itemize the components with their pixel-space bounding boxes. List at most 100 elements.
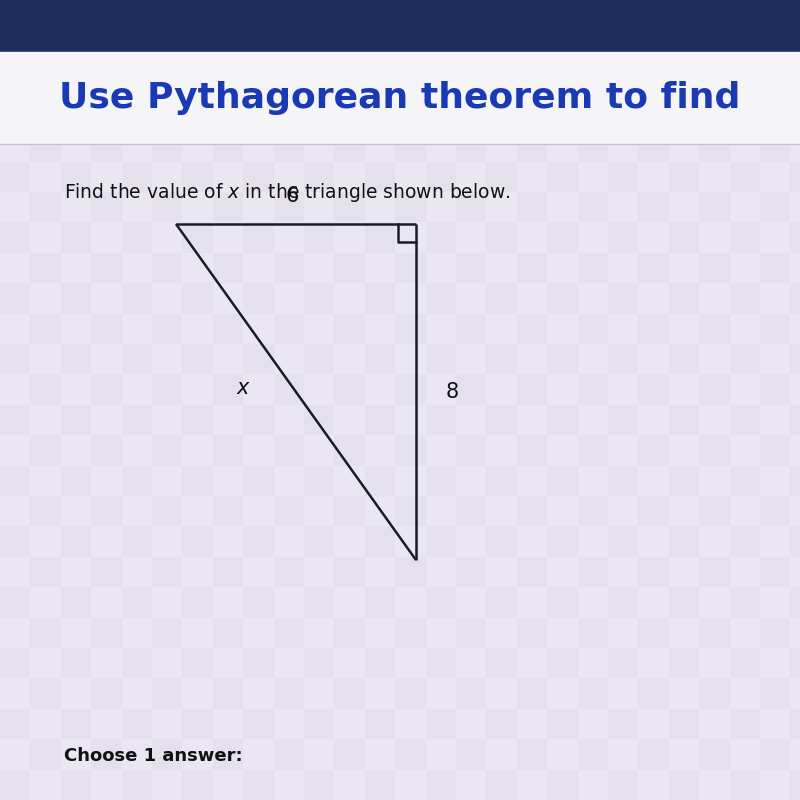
Bar <box>426 131 456 162</box>
Bar <box>426 253 456 283</box>
Bar <box>669 466 699 496</box>
Bar <box>608 466 638 496</box>
Bar <box>182 770 213 800</box>
Bar <box>243 222 274 253</box>
Bar <box>365 709 395 739</box>
Bar <box>547 466 578 496</box>
Bar <box>730 678 760 709</box>
Bar <box>304 131 334 162</box>
Bar <box>334 770 365 800</box>
Bar <box>122 709 152 739</box>
Bar <box>578 526 608 557</box>
Bar <box>730 253 760 283</box>
Bar <box>699 709 730 739</box>
Bar <box>547 131 578 162</box>
Bar <box>669 496 699 526</box>
Bar <box>760 618 790 648</box>
Bar <box>730 405 760 435</box>
Bar <box>0 739 30 770</box>
Bar <box>669 405 699 435</box>
Bar <box>365 648 395 678</box>
Bar <box>213 618 243 648</box>
Bar <box>182 405 213 435</box>
Bar <box>304 405 334 435</box>
Bar <box>365 770 395 800</box>
Bar <box>517 557 547 587</box>
Bar <box>152 253 182 283</box>
Bar <box>517 314 547 344</box>
Bar <box>152 314 182 344</box>
Bar <box>790 648 800 678</box>
Bar <box>91 405 122 435</box>
Bar <box>182 618 213 648</box>
Bar <box>730 344 760 374</box>
Bar <box>608 344 638 374</box>
Bar <box>152 587 182 618</box>
Bar <box>638 435 669 466</box>
Bar <box>122 466 152 496</box>
Bar <box>243 253 274 283</box>
Bar <box>517 405 547 435</box>
Bar <box>699 648 730 678</box>
Bar <box>760 253 790 283</box>
Bar <box>547 344 578 374</box>
Bar <box>365 526 395 557</box>
Bar <box>304 253 334 283</box>
Bar <box>426 466 456 496</box>
Bar <box>456 496 486 526</box>
Bar <box>365 131 395 162</box>
Bar <box>638 192 669 222</box>
Bar <box>760 314 790 344</box>
Bar <box>578 253 608 283</box>
Bar <box>730 283 760 314</box>
Bar <box>152 770 182 800</box>
Bar <box>699 770 730 800</box>
Bar <box>304 648 334 678</box>
Bar <box>578 344 608 374</box>
Bar <box>790 496 800 526</box>
Bar <box>243 587 274 618</box>
Bar <box>395 405 426 435</box>
Bar <box>699 496 730 526</box>
Bar <box>426 678 456 709</box>
Bar <box>152 739 182 770</box>
Bar <box>578 648 608 678</box>
Bar <box>608 618 638 648</box>
Bar <box>61 405 91 435</box>
Bar <box>365 253 395 283</box>
Bar <box>365 374 395 405</box>
Bar <box>426 618 456 648</box>
Bar <box>395 314 426 344</box>
Bar <box>30 526 61 557</box>
Bar <box>486 587 517 618</box>
Bar <box>578 618 608 648</box>
Bar <box>213 678 243 709</box>
Bar <box>547 739 578 770</box>
Bar <box>426 283 456 314</box>
Bar <box>790 283 800 314</box>
Bar <box>243 770 274 800</box>
Bar <box>578 557 608 587</box>
Bar <box>334 739 365 770</box>
Bar <box>365 678 395 709</box>
Bar <box>304 192 334 222</box>
Bar <box>669 770 699 800</box>
Bar <box>152 466 182 496</box>
Bar <box>608 739 638 770</box>
Bar <box>699 678 730 709</box>
Bar <box>365 283 395 314</box>
Text: Choose 1 answer:: Choose 1 answer: <box>64 747 242 765</box>
Text: $x$: $x$ <box>237 378 251 398</box>
Text: 8: 8 <box>446 382 458 402</box>
Bar <box>91 709 122 739</box>
Bar <box>182 162 213 192</box>
Bar <box>365 618 395 648</box>
Bar <box>699 618 730 648</box>
Bar <box>578 192 608 222</box>
Bar <box>517 678 547 709</box>
Bar <box>122 374 152 405</box>
Bar <box>152 222 182 253</box>
Bar <box>243 496 274 526</box>
Bar <box>608 374 638 405</box>
Bar <box>669 709 699 739</box>
